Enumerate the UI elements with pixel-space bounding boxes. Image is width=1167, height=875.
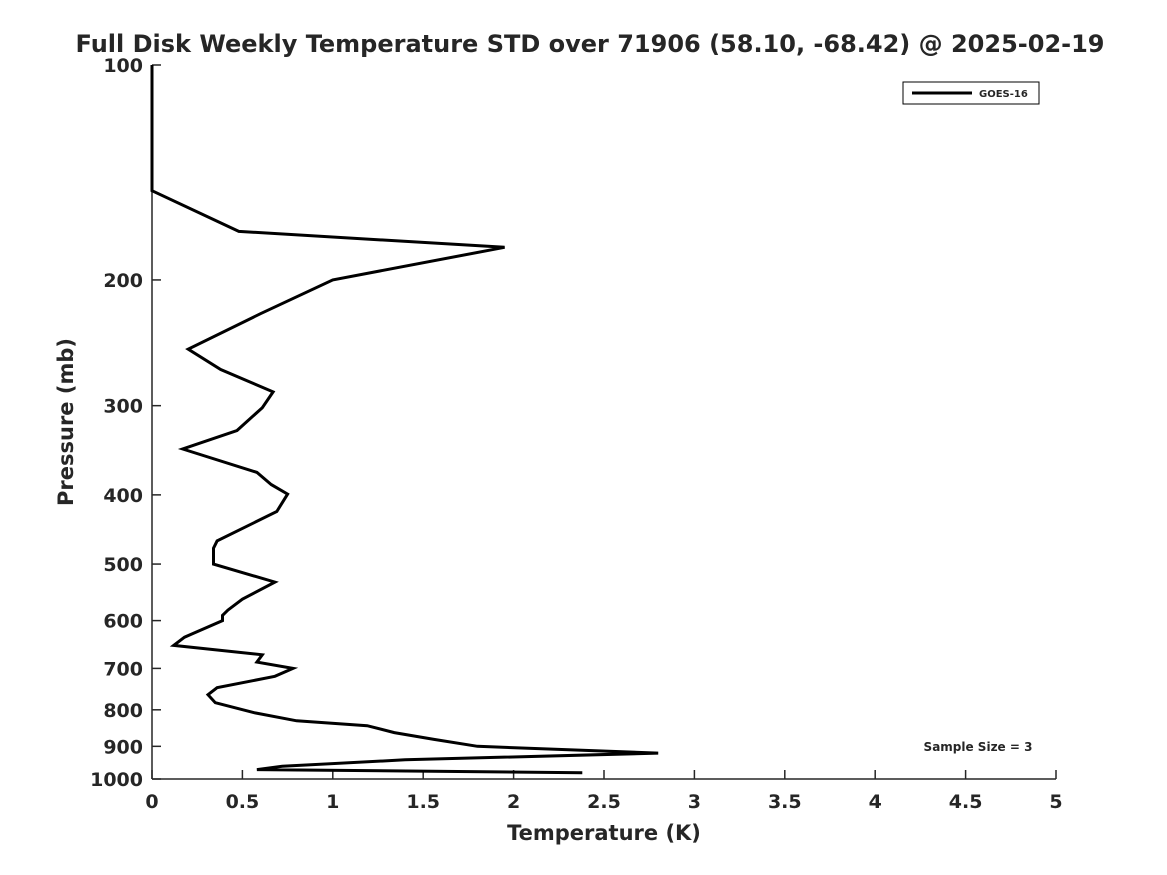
sample-size-annotation: Sample Size = 3: [924, 740, 1033, 754]
chart-title: Full Disk Weekly Temperature STD over 71…: [76, 30, 1105, 58]
x-tick-label: 3.5: [768, 791, 802, 813]
legend-label-goes-16: GOES-16: [979, 89, 1028, 100]
legend: GOES-16: [902, 81, 1040, 105]
series-line-goes-16: [150, 65, 659, 775]
x-axis-label: Temperature (K): [507, 821, 701, 845]
x-tick-label: 2: [507, 791, 520, 813]
y-axis-label: Pressure (mb): [54, 338, 78, 506]
y-tick-label: 600: [103, 611, 143, 633]
x-tick-label: 1.5: [406, 791, 440, 813]
y-tick-label: 1000: [90, 769, 143, 791]
y-tick-label: 300: [103, 396, 143, 418]
y-tick-label: 800: [103, 700, 143, 722]
x-tick-label: 5: [1049, 791, 1062, 813]
y-axis-ticks: 100 200 300 400 500 600 700 800 900 1000: [90, 55, 161, 791]
x-tick-label: 4: [869, 791, 882, 813]
y-tick-label: 100: [103, 55, 143, 77]
y-tick-label: 400: [103, 485, 143, 507]
x-tick-label: 2.5: [587, 791, 621, 813]
x-tick-label: 3: [688, 791, 701, 813]
y-tick-label: 900: [103, 736, 143, 758]
x-tick-label: 0: [145, 791, 158, 813]
x-tick-label: 1: [326, 791, 339, 813]
x-tick-label: 0.5: [226, 791, 260, 813]
y-tick-label: 200: [103, 270, 143, 292]
y-tick-label: 700: [103, 658, 143, 680]
x-tick-label: 4.5: [949, 791, 983, 813]
y-tick-label: 500: [103, 554, 143, 576]
x-axis-ticks: 0 0.5 1 1.5 2 2.5 3 3.5 4 4.5 5: [145, 770, 1063, 813]
